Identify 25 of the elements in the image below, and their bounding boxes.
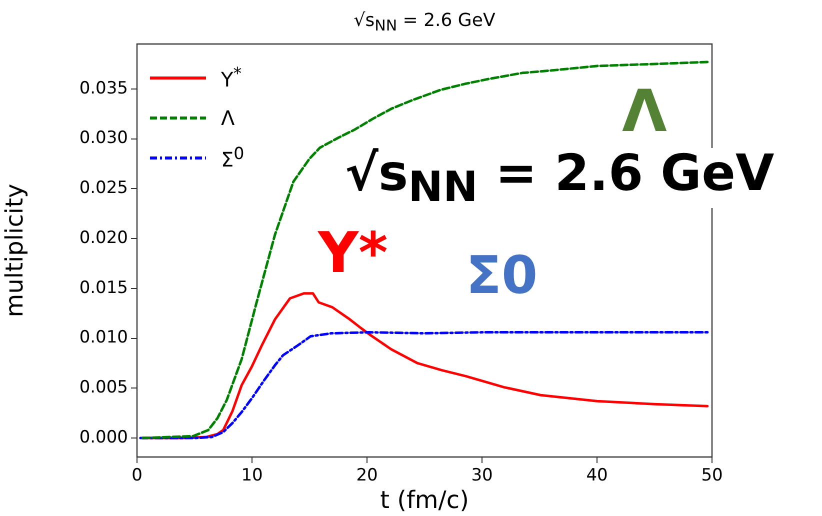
y-tick-label: 0.000 xyxy=(79,427,128,448)
y-tick-label: 0.035 xyxy=(79,78,128,98)
line-series xyxy=(139,331,709,440)
x-tick-label: 40 xyxy=(586,466,608,486)
y-tick-label: 0.005 xyxy=(79,378,128,398)
x-tick-label: 0 xyxy=(132,466,142,486)
y-tick-label: 0.025 xyxy=(79,178,128,198)
y-tick-label: 0.015 xyxy=(79,278,128,298)
y-tick-label: 0.020 xyxy=(79,228,128,248)
legend-label: Y$^{*}$ xyxy=(221,64,242,92)
y-tick-label: 0.030 xyxy=(79,128,128,148)
annotation: √s$_{NN}$ = 2.6 GeV xyxy=(345,144,774,211)
annotation: Y* xyxy=(318,221,388,286)
x-tick-label: 50 xyxy=(701,466,723,486)
x-tick-label: 30 xyxy=(471,466,493,486)
y-tick-label: 0.010 xyxy=(79,328,128,348)
annotation: Λ xyxy=(622,77,667,145)
annotation: Σ0 xyxy=(466,246,538,306)
legend-label: Σ$^{0}$ xyxy=(221,144,244,172)
x-tick-label: 20 xyxy=(356,466,378,486)
legend-label: Λ xyxy=(221,106,235,130)
y-axis-title: multiplicity xyxy=(0,184,29,318)
x-axis-title: t (fm/c) xyxy=(380,486,469,514)
chart-title: √s$_{NN}$ = 2.6 GeV xyxy=(352,10,496,35)
x-tick-label: 10 xyxy=(241,466,263,486)
